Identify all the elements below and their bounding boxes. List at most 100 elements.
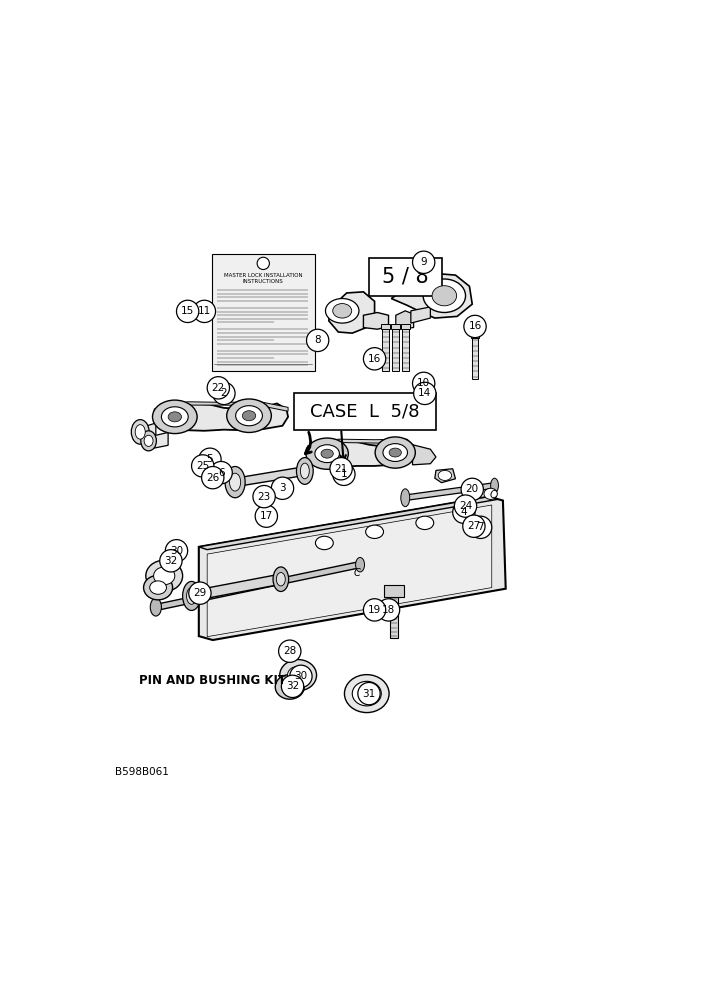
Circle shape (463, 515, 485, 537)
Ellipse shape (383, 444, 408, 461)
Polygon shape (140, 423, 156, 440)
Circle shape (289, 665, 312, 687)
Polygon shape (294, 393, 436, 430)
Text: 11: 11 (198, 306, 211, 316)
Ellipse shape (227, 399, 271, 432)
Ellipse shape (287, 666, 309, 684)
Ellipse shape (150, 598, 161, 616)
Polygon shape (384, 585, 404, 597)
Text: 15: 15 (181, 306, 194, 316)
Ellipse shape (356, 557, 364, 572)
Polygon shape (192, 574, 281, 601)
Text: 20: 20 (466, 484, 479, 494)
Text: 9: 9 (420, 257, 427, 267)
Polygon shape (392, 329, 399, 371)
Ellipse shape (230, 473, 240, 491)
Circle shape (282, 675, 304, 698)
Ellipse shape (344, 675, 389, 713)
Polygon shape (307, 439, 413, 449)
Polygon shape (382, 324, 390, 329)
Ellipse shape (315, 445, 339, 463)
Ellipse shape (366, 525, 384, 538)
Circle shape (199, 448, 221, 470)
Ellipse shape (144, 435, 153, 446)
Ellipse shape (235, 406, 262, 426)
Ellipse shape (280, 660, 317, 691)
Ellipse shape (321, 449, 333, 458)
Text: INSTRUCTIONS: INSTRUCTIONS (243, 279, 284, 284)
Circle shape (279, 640, 301, 662)
Circle shape (253, 485, 275, 508)
Text: 19: 19 (368, 605, 381, 615)
Polygon shape (307, 440, 413, 467)
Ellipse shape (300, 463, 310, 479)
Ellipse shape (186, 588, 197, 604)
Text: 4: 4 (461, 507, 467, 517)
Polygon shape (471, 332, 480, 338)
Circle shape (454, 495, 477, 517)
Text: 24: 24 (459, 501, 472, 511)
Polygon shape (154, 402, 288, 412)
Ellipse shape (153, 400, 197, 434)
Circle shape (192, 455, 214, 477)
Polygon shape (329, 292, 374, 333)
Circle shape (307, 329, 329, 352)
Polygon shape (235, 467, 305, 487)
Ellipse shape (416, 516, 433, 530)
Text: 2: 2 (220, 388, 228, 398)
Ellipse shape (333, 304, 351, 318)
Circle shape (464, 315, 486, 338)
Polygon shape (411, 307, 431, 323)
Circle shape (213, 382, 235, 405)
Text: C: C (490, 490, 496, 500)
Polygon shape (396, 311, 413, 329)
Polygon shape (154, 403, 288, 431)
Polygon shape (401, 324, 410, 329)
Circle shape (189, 582, 211, 604)
Text: 31: 31 (362, 689, 376, 699)
Polygon shape (369, 258, 441, 296)
Ellipse shape (375, 437, 415, 468)
Ellipse shape (315, 536, 333, 550)
Text: 6: 6 (218, 468, 225, 478)
Ellipse shape (276, 573, 285, 586)
Ellipse shape (438, 470, 451, 480)
Polygon shape (405, 483, 495, 501)
Circle shape (210, 461, 233, 484)
Polygon shape (207, 505, 492, 637)
Text: CASE  L  5/8: CASE L 5/8 (310, 403, 420, 421)
Polygon shape (472, 338, 478, 379)
Text: 3: 3 (279, 483, 286, 493)
Polygon shape (435, 469, 456, 483)
Circle shape (377, 599, 400, 621)
Ellipse shape (161, 407, 188, 427)
Text: 28: 28 (283, 646, 297, 656)
Circle shape (461, 478, 483, 501)
Ellipse shape (490, 478, 498, 493)
Text: 30: 30 (170, 546, 183, 556)
Ellipse shape (143, 575, 173, 600)
Polygon shape (392, 273, 472, 318)
Circle shape (330, 458, 352, 480)
Ellipse shape (273, 567, 289, 591)
Ellipse shape (282, 680, 298, 694)
Circle shape (413, 372, 435, 395)
Ellipse shape (432, 286, 456, 306)
Text: 5: 5 (207, 454, 213, 464)
Circle shape (364, 599, 386, 621)
Ellipse shape (297, 458, 313, 484)
Circle shape (413, 382, 436, 405)
Polygon shape (387, 148, 498, 221)
Circle shape (160, 550, 182, 572)
Ellipse shape (141, 431, 156, 451)
Ellipse shape (243, 411, 256, 421)
Text: 18: 18 (382, 605, 395, 615)
Ellipse shape (153, 567, 175, 585)
Text: 25: 25 (196, 461, 210, 471)
Circle shape (193, 300, 215, 323)
Text: 17: 17 (260, 511, 273, 521)
Ellipse shape (275, 675, 305, 699)
Ellipse shape (484, 488, 498, 499)
Text: PIN AND BUSHING KIT: PIN AND BUSHING KIT (139, 674, 287, 687)
Polygon shape (148, 432, 168, 449)
